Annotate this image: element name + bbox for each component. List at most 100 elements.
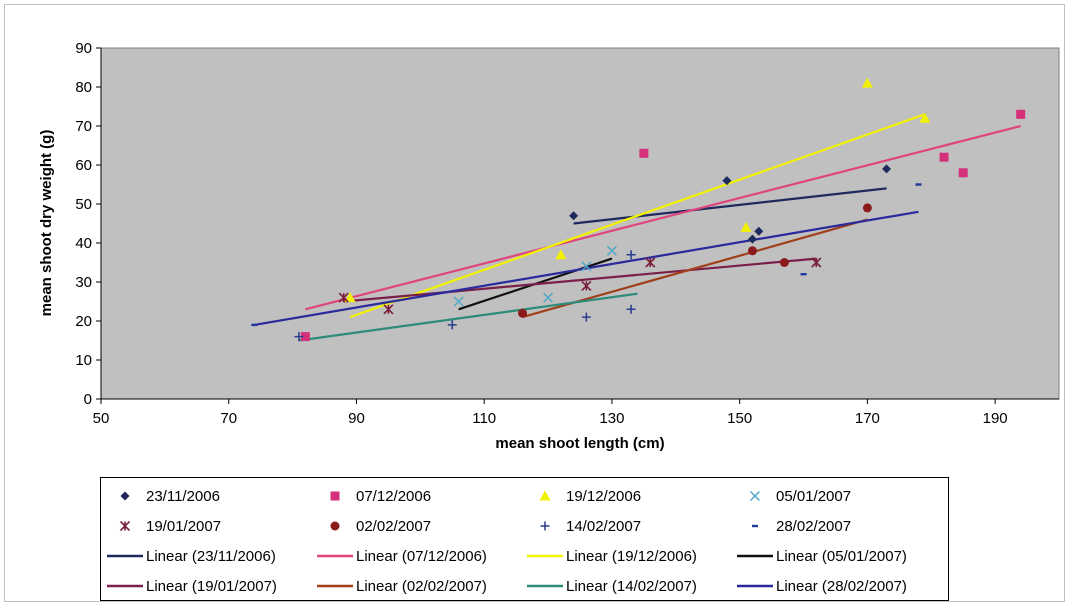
data-point-series-2 [1016,109,1026,119]
legend-swatch [105,484,145,508]
legend-swatch [525,544,565,568]
legend-item: Linear (02/02/2007) [315,574,487,598]
legend-swatch [105,514,145,538]
data-point-series-1 [882,164,892,174]
legend-item: Linear (05/01/2007) [735,544,907,568]
legend-item: 28/02/2007 [735,514,851,538]
legend-swatch [315,484,355,508]
legend-item: 19/12/2006 [525,484,641,508]
legend-swatch [315,574,355,598]
trendline-5 [343,257,817,303]
x-tick-label: 130 [599,410,624,427]
chart-frame: 0 10 20 30 40 50 60 70 80 90 50 70 90 110 130 150 170 190… [4,4,1065,602]
data-point-series-2 [939,152,949,162]
data-point-series-1 [569,211,579,221]
y-tick-label: 20 [75,313,92,330]
data-point-series-6 [862,203,872,213]
legend-swatch [735,544,775,568]
legend-item: Linear (28/02/2007) [735,574,907,598]
legend-swatch [735,574,775,598]
y-tick-label: 0 [84,391,92,408]
y-tick-label: 50 [75,196,92,213]
legend: 23/11/2006 07/12/2006 19/12/2006 05/01/2007… [100,477,949,601]
x-tick-label: 70 [220,410,237,427]
x-tick-label: 110 [472,410,496,427]
trendline-1 [573,187,887,225]
legend-swatch [315,514,355,538]
legend-label: Linear (14/02/2007) [566,577,697,595]
data-point-series-8 [800,273,807,276]
data-point-series-6 [779,258,789,267]
data-point-series-7 [447,320,457,330]
legend-item: 05/01/2007 [735,484,851,508]
data-point-series-4 [581,261,592,272]
legend-label: 07/12/2006 [356,487,432,505]
trendline-2 [305,124,1021,311]
legend-label: Linear (19/01/2007) [146,577,277,595]
legend-marker-icon [540,521,550,531]
legend-item: 14/02/2007 [525,514,641,538]
data-point-series-8 [251,323,258,327]
legend-item: Linear (07/12/2006) [315,544,487,568]
legend-marker-icon [749,490,761,502]
legend-label: Linear (07/12/2006) [356,547,487,565]
legend-label: 14/02/2007 [566,517,642,535]
data-point-series-8 [915,183,922,186]
legend-item: 23/11/2006 [105,484,220,508]
data-point-series-3 [555,249,567,260]
y-tick-label: 90 [75,40,92,57]
data-point-series-6 [747,246,757,256]
legend-label: Linear (19/12/2006) [566,547,697,565]
x-tick-label: 50 [93,410,110,427]
data-point-series-6 [518,308,528,318]
legend-swatch [735,484,775,508]
legend-swatch [105,544,145,568]
y-tick-label: 60 [75,157,92,174]
legend-label: 19/01/2007 [146,517,222,535]
legend-marker-icon [120,491,130,501]
legend-label: Linear (02/02/2007) [356,577,487,595]
legend-label: 05/01/2007 [776,487,852,505]
legend-label: 02/02/2007 [356,517,432,535]
legend-item: 02/02/2007 [315,514,431,538]
data-point-series-1 [722,176,732,186]
data-point-series-5 [338,292,349,303]
legend-item: Linear (14/02/2007) [525,574,697,598]
data-point-series-5 [811,257,822,268]
x-tick-label: 90 [348,410,365,427]
data-point-series-3 [919,112,931,123]
legend-swatch [525,514,565,538]
data-point-series-3 [740,221,752,232]
legend-item: Linear (19/12/2006) [525,544,697,568]
legend-swatch [735,514,775,538]
y-tick-label: 30 [75,274,92,291]
trendline-7 [298,292,638,342]
data-point-series-7 [581,312,591,322]
y-tick-label: 70 [75,118,92,135]
legend-marker-icon [539,490,551,501]
legend-marker-icon [119,520,131,532]
legend-marker-icon [330,491,340,501]
y-tick-label: 80 [75,79,92,96]
legend-swatch [315,544,355,568]
data-point-series-4 [453,296,464,307]
x-tick-label: 190 [983,410,1008,427]
y-axis-title: mean shoot dry weight (g) [38,130,55,317]
legend-item: 07/12/2006 [315,484,431,508]
legend-swatch [525,574,565,598]
x-axis-title: mean shoot length (cm) [495,435,664,452]
legend-item: Linear (19/01/2007) [105,574,277,598]
legend-item: Linear (23/11/2006) [105,544,276,568]
legend-label: 19/12/2006 [566,487,642,505]
data-point-series-7 [294,332,304,342]
chart-canvas: 0 10 20 30 40 50 60 70 80 90 50 70 90 110 130 150 170 190… [38,40,1060,452]
data-point-series-5 [581,280,592,291]
legend-label: Linear (23/11/2006) [146,547,276,565]
data-point-series-7 [626,250,636,260]
tick-labels: 0 10 20 30 40 50 60 70 80 90 50 70 90 110 130 150 170 190 [75,40,1007,427]
axes [96,47,1059,404]
legend-label: 28/02/2007 [776,517,852,535]
y-tick-label: 10 [75,352,92,369]
data-point-series-2 [958,168,968,178]
data-point-series-4 [606,245,617,256]
